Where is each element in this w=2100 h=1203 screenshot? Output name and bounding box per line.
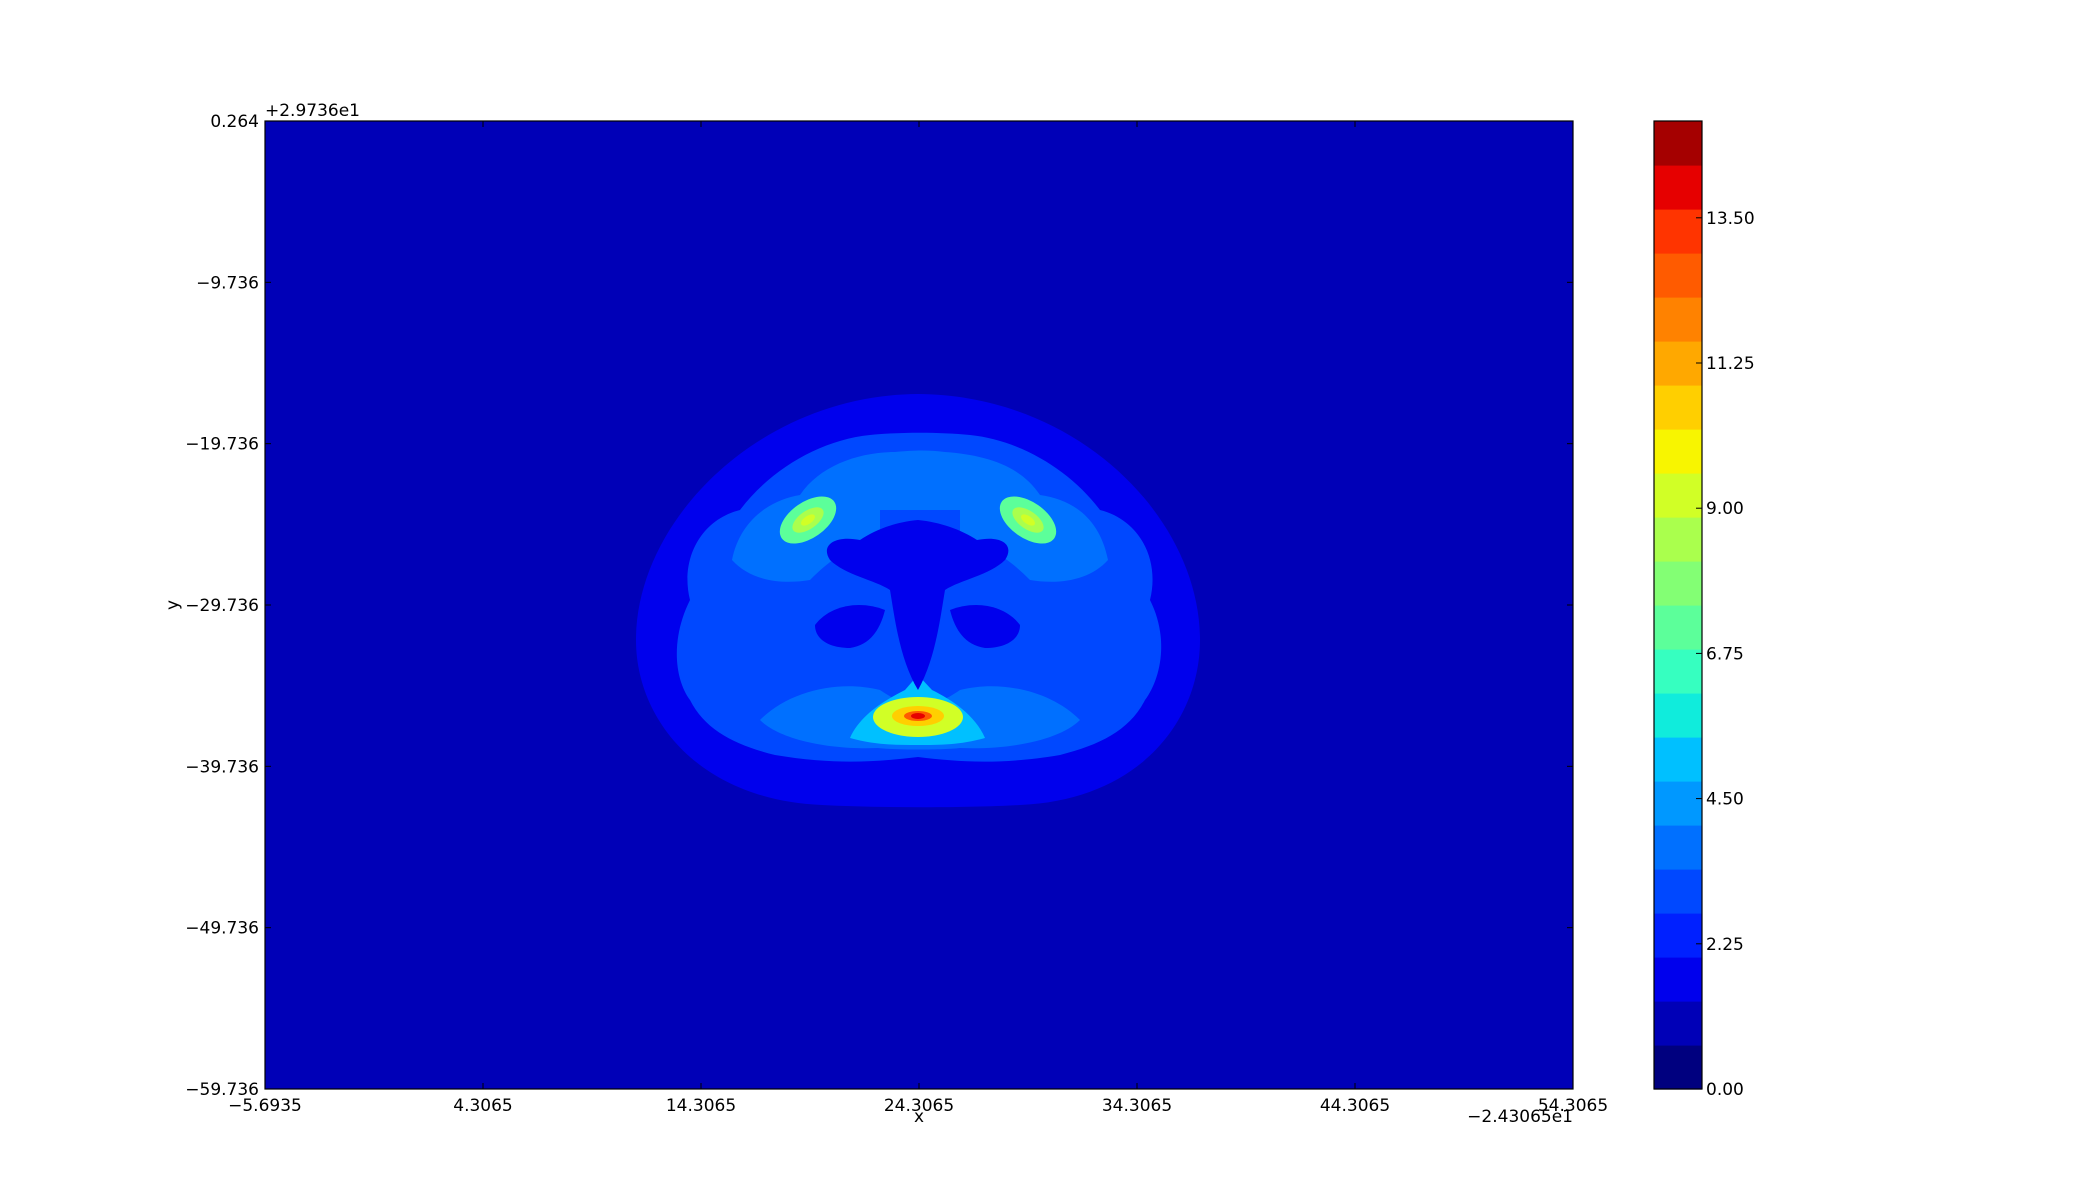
x-tick-label: 24.3065	[884, 1096, 954, 1116]
x-tick-label: 34.3065	[1102, 1096, 1172, 1116]
colorbar-segment	[1654, 913, 1702, 958]
y-tick-label: −39.736	[185, 757, 259, 777]
colorbar-segment	[1654, 121, 1702, 166]
colorbar-tick-label: 9.00	[1706, 499, 1744, 519]
contour-ventricle-right	[950, 605, 1020, 648]
x-offset-label: −2.43065e1	[1467, 1107, 1573, 1127]
contour-ventricle	[826, 520, 1009, 690]
colorbar-tick-label: 4.50	[1706, 790, 1744, 810]
y-tick-label: −19.736	[185, 435, 259, 455]
x-tick-label: −5.6935	[228, 1096, 302, 1116]
contour-ventricle-left	[815, 605, 885, 648]
y-tick-label: −49.736	[185, 919, 259, 939]
y-offset-label: +2.9736e1	[265, 101, 360, 121]
colorbar-ticks: 0.00 2.25 4.50 6.75 9.00 11.25 13.50	[1696, 209, 1755, 1100]
colorbar-segment	[1654, 1001, 1702, 1046]
y-tick-label: −9.736	[196, 273, 259, 293]
hotspot-left-core	[801, 514, 815, 526]
y-tick-label: 0.264	[210, 112, 259, 132]
colorbar-segment	[1654, 737, 1702, 782]
x-tick-label: 4.3065	[453, 1096, 512, 1116]
colorbar-segment	[1654, 561, 1702, 606]
colorbar-segment	[1654, 473, 1702, 518]
y-axis-label: y	[163, 600, 183, 610]
colorbar-segment	[1654, 297, 1702, 342]
colorbar-segment	[1654, 869, 1702, 914]
colorbar-tick-label: 11.25	[1706, 354, 1755, 374]
colorbar	[1654, 121, 1702, 1090]
colorbar-segment	[1654, 957, 1702, 1002]
colorbar-segment	[1654, 781, 1702, 826]
colorbar-segment	[1654, 693, 1702, 738]
colorbar-segment	[1654, 341, 1702, 386]
hotspot-right-core	[1021, 514, 1035, 526]
colorbar-segment	[1654, 825, 1702, 870]
y-axis: 0.264 −9.736 −19.736 −29.736 −39.736 −49.736 −…	[185, 112, 1573, 1100]
colorbar-segment	[1654, 1045, 1702, 1090]
x-axis: −5.6935 4.3065 14.3065 24.3065 34.3065 44.306…	[228, 121, 1608, 1116]
colorbar-tick-label: 6.75	[1706, 644, 1744, 664]
colorbar-tick-label: 13.50	[1706, 209, 1755, 229]
y-tick-label: −59.736	[185, 1080, 259, 1100]
contour-regions	[636, 394, 1200, 808]
x-tick-label: 54.3065	[1538, 1096, 1608, 1116]
colorbar-segment	[1654, 165, 1702, 210]
y-tick-label: −29.736	[185, 596, 259, 616]
colorbar-segment	[1654, 209, 1702, 254]
colorbar-tick-label: 2.25	[1706, 935, 1744, 955]
x-tick-label: 14.3065	[666, 1096, 736, 1116]
colorbar-tick-label: 0.00	[1706, 1080, 1744, 1100]
colorbar-segment	[1654, 385, 1702, 430]
colorbar-segment	[1654, 605, 1702, 650]
colorbar-segment	[1654, 517, 1702, 562]
contour-cortex	[732, 450, 1108, 582]
hotspot-bottom-core	[911, 713, 925, 719]
colorbar-segment	[1654, 649, 1702, 694]
colorbar-segment	[1654, 429, 1702, 474]
colorbar-frame	[1653, 120, 1703, 1090]
colorbar-segment	[1654, 253, 1702, 298]
x-axis-label: x	[914, 1107, 924, 1127]
x-tick-label: 44.3065	[1320, 1096, 1390, 1116]
